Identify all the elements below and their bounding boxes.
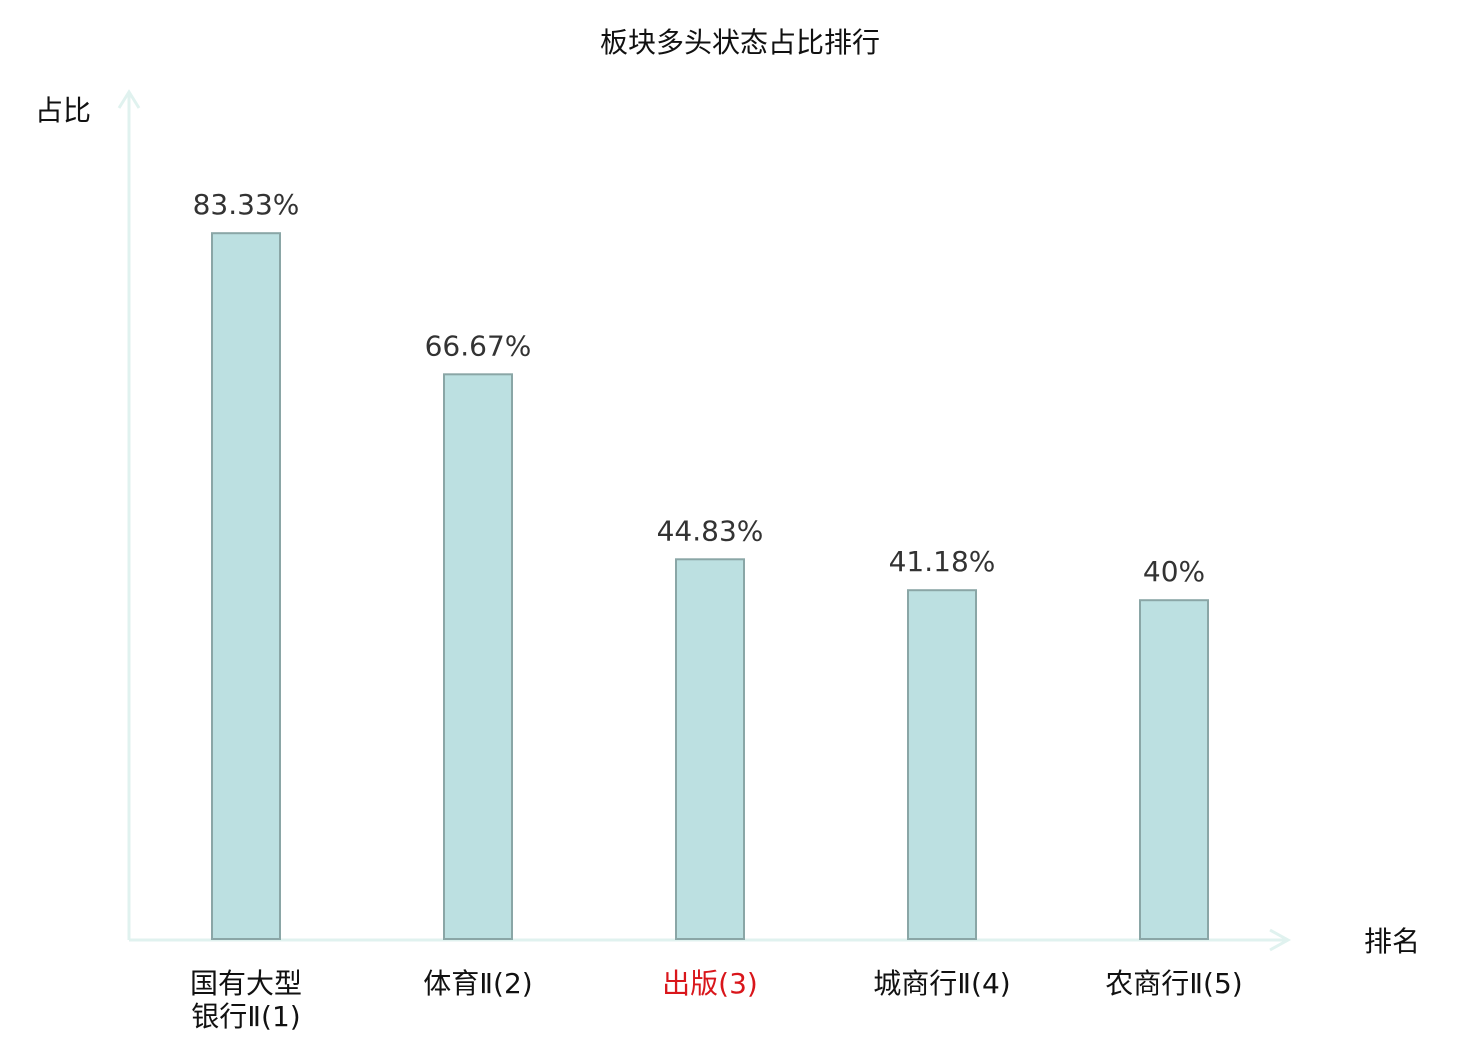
- value-label-4: 41.18%: [889, 545, 996, 578]
- value-label-3: 44.83%: [657, 514, 764, 547]
- bar-1: [211, 232, 281, 941]
- x-axis-arrow-icon: [1269, 928, 1292, 952]
- bar-3: [675, 558, 745, 941]
- category-label-1: 国有大型银行Ⅱ(1): [190, 967, 302, 1033]
- value-label-2: 66.67%: [425, 329, 532, 362]
- bar-4: [907, 589, 977, 940]
- value-label-1: 83.33%: [193, 188, 300, 221]
- category-label-line: 国有大型: [190, 967, 302, 1000]
- value-label-5: 40%: [1143, 555, 1205, 588]
- category-label-group: 国有大型银行Ⅱ(1) 体育Ⅱ(2) 出版(3) 城商行Ⅱ(4) 农商行Ⅱ(5): [190, 967, 1243, 1033]
- bar-group: [211, 232, 1209, 941]
- y-axis-arrow-icon: [117, 89, 141, 109]
- value-label-group: 83.33% 66.67% 44.83% 41.18% 40%: [193, 188, 1206, 588]
- y-axis: [117, 89, 141, 940]
- category-label-line: 城商行Ⅱ(4): [873, 967, 1010, 1000]
- x-axis-label: 排名: [1364, 925, 1420, 958]
- category-label-2: 体育Ⅱ(2): [423, 967, 532, 1000]
- bar-5: [1139, 599, 1209, 940]
- category-label-line: 农商行Ⅱ(5): [1105, 967, 1242, 1000]
- category-label-line: 出版(3): [662, 967, 758, 1000]
- category-label-line: 体育Ⅱ(2): [423, 967, 532, 1000]
- chart-title: 板块多头状态占比排行: [600, 26, 880, 59]
- y-axis-label: 占比: [35, 94, 91, 127]
- category-label-5: 农商行Ⅱ(5): [1105, 967, 1242, 1000]
- bar-2: [443, 373, 513, 940]
- category-label-3: 出版(3): [662, 967, 758, 1000]
- category-label-4: 城商行Ⅱ(4): [873, 967, 1010, 1000]
- category-label-line: 银行Ⅱ(1): [191, 1000, 300, 1033]
